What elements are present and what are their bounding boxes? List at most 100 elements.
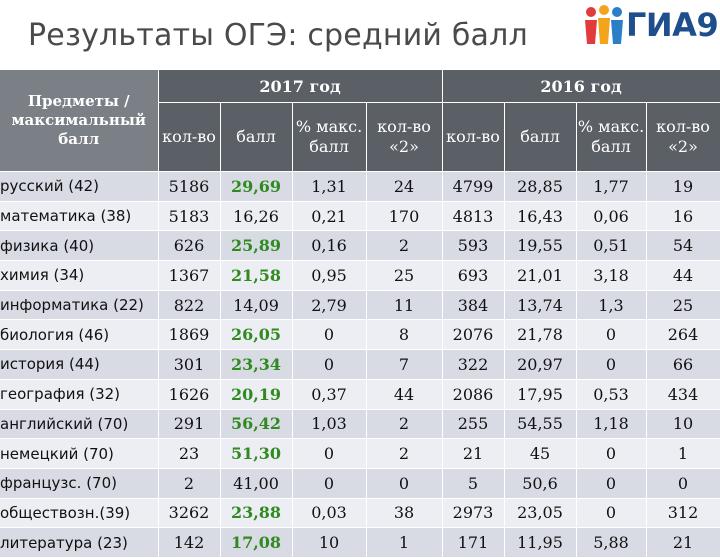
col-score-2017: балл [220,102,293,172]
value-cell: 4813 [442,201,505,232]
value-cell: 0 [576,349,647,380]
table-row: физика (40) 626 25,89 0,16 2 593 19,55 0,51 54 [0,230,720,262]
table-row: французс. (70) 2 41,00 0 0 5 50,6 0 0 [0,468,720,499]
value-cell: 255 [442,409,505,440]
table-row: география (32) 1626 20,19 0,37 44 2086 17,95 0,… [0,379,720,410]
value-cell: 142 [158,527,221,558]
value-cell: 56,42 [220,409,293,440]
value-cell: 20,19 [220,379,293,410]
col-count-fail-2016: кол-во «2» [646,102,720,172]
subject-cell: русский (42) [0,171,159,202]
value-cell: 21 [646,527,720,558]
value-cell: 16,43 [504,201,577,232]
value-cell: 1626 [158,379,221,410]
value-cell: 28,85 [504,171,577,202]
value-cell: 0,51 [576,230,647,262]
value-cell: 0,21 [292,201,367,232]
col-score-2016: балл [504,102,577,172]
value-cell: 1,03 [292,409,367,440]
value-cell: 593 [442,230,505,262]
value-cell: 19,55 [504,230,577,262]
subject-header: Предметы / максимальный балл [0,70,159,172]
value-cell: 0 [576,468,647,499]
value-cell: 45 [504,438,577,469]
value-cell: 2076 [442,319,505,351]
value-cell: 0 [292,468,367,499]
table-row: русский (42) 5186 29,69 1,31 24 4799 28,85 1,77… [0,171,720,202]
page-title: Результаты ОГЭ: средний балл [28,18,528,53]
value-cell: 4799 [442,171,505,202]
value-cell: 0,16 [292,230,367,262]
value-cell: 23 [158,438,221,469]
table-row: история (44) 301 23,34 0 7 322 20,97 0 66 [0,349,720,380]
value-cell: 1,31 [292,171,367,202]
value-cell: 822 [158,290,221,321]
value-cell: 5186 [158,171,221,202]
value-cell: 1367 [158,260,221,291]
value-cell: 0 [366,468,443,499]
value-cell: 1,3 [576,290,647,321]
value-cell: 1,77 [576,171,647,202]
value-cell: 25,89 [220,230,293,262]
value-cell: 23,05 [504,498,577,529]
value-cell: 17,95 [504,379,577,410]
value-cell: 51,30 [220,438,293,469]
value-cell: 693 [442,260,505,291]
value-cell: 5 [442,468,505,499]
value-cell: 2 [366,409,443,440]
value-cell: 2086 [442,379,505,410]
value-cell: 0 [646,468,720,499]
subject-cell: география (32) [0,379,159,410]
table-row: обществозн.(39) 3262 23,88 0,03 38 2973 23,05 0… [0,498,720,529]
value-cell: 14,09 [220,290,293,321]
value-cell: 1,18 [576,409,647,440]
value-cell: 21 [442,438,505,469]
value-cell: 54,55 [504,409,577,440]
value-cell: 26,05 [220,319,293,351]
value-cell: 17,08 [220,527,293,558]
table-row: литература (23) 142 17,08 10 1 171 11,95 5,88 21 [0,527,720,558]
value-cell: 0,06 [576,201,647,232]
value-cell: 1 [646,438,720,469]
value-cell: 5183 [158,201,221,232]
value-cell: 0,37 [292,379,367,410]
value-cell: 0 [292,349,367,380]
col-count-2017: кол-во [158,102,221,172]
col-pct-max-2016: % макс. балл [576,102,647,172]
table-row: английский (70) 291 56,42 1,03 2 255 54,55 1,18… [0,409,720,440]
value-cell: 11,95 [504,527,577,558]
value-cell: 0 [576,438,647,469]
value-cell: 3,18 [576,260,647,291]
col-count-2016: кол-во [442,102,505,172]
value-cell: 54 [646,230,720,262]
value-cell: 44 [366,379,443,410]
value-cell: 301 [158,349,221,380]
subject-cell: обществозн.(39) [0,498,159,529]
value-cell: 322 [442,349,505,380]
value-cell: 2973 [442,498,505,529]
table-row: химия (34) 1367 21,58 0,95 25 693 21,01 3,18 44 [0,260,720,291]
value-cell: 0,53 [576,379,647,410]
value-cell: 19 [646,171,720,202]
value-cell: 171 [442,527,505,558]
subject-cell: немецкий (70) [0,438,159,469]
value-cell: 20,97 [504,349,577,380]
value-cell: 3262 [158,498,221,529]
value-cell: 29,69 [220,171,293,202]
value-cell: 25 [366,260,443,291]
value-cell: 21,78 [504,319,577,351]
value-cell: 25 [646,290,720,321]
value-cell: 44 [646,260,720,291]
subject-cell: химия (34) [0,260,159,291]
value-cell: 16,26 [220,201,293,232]
col-pct-max-2017: % макс. балл [292,102,367,172]
subject-cell: математика (38) [0,201,159,232]
value-cell: 7 [366,349,443,380]
value-cell: 384 [442,290,505,321]
subject-cell: литература (23) [0,527,159,558]
value-cell: 0 [292,438,367,469]
people-figures-icon [585,5,623,44]
value-cell: 0 [576,498,647,529]
value-cell: 21,58 [220,260,293,291]
value-cell: 2 [366,230,443,262]
